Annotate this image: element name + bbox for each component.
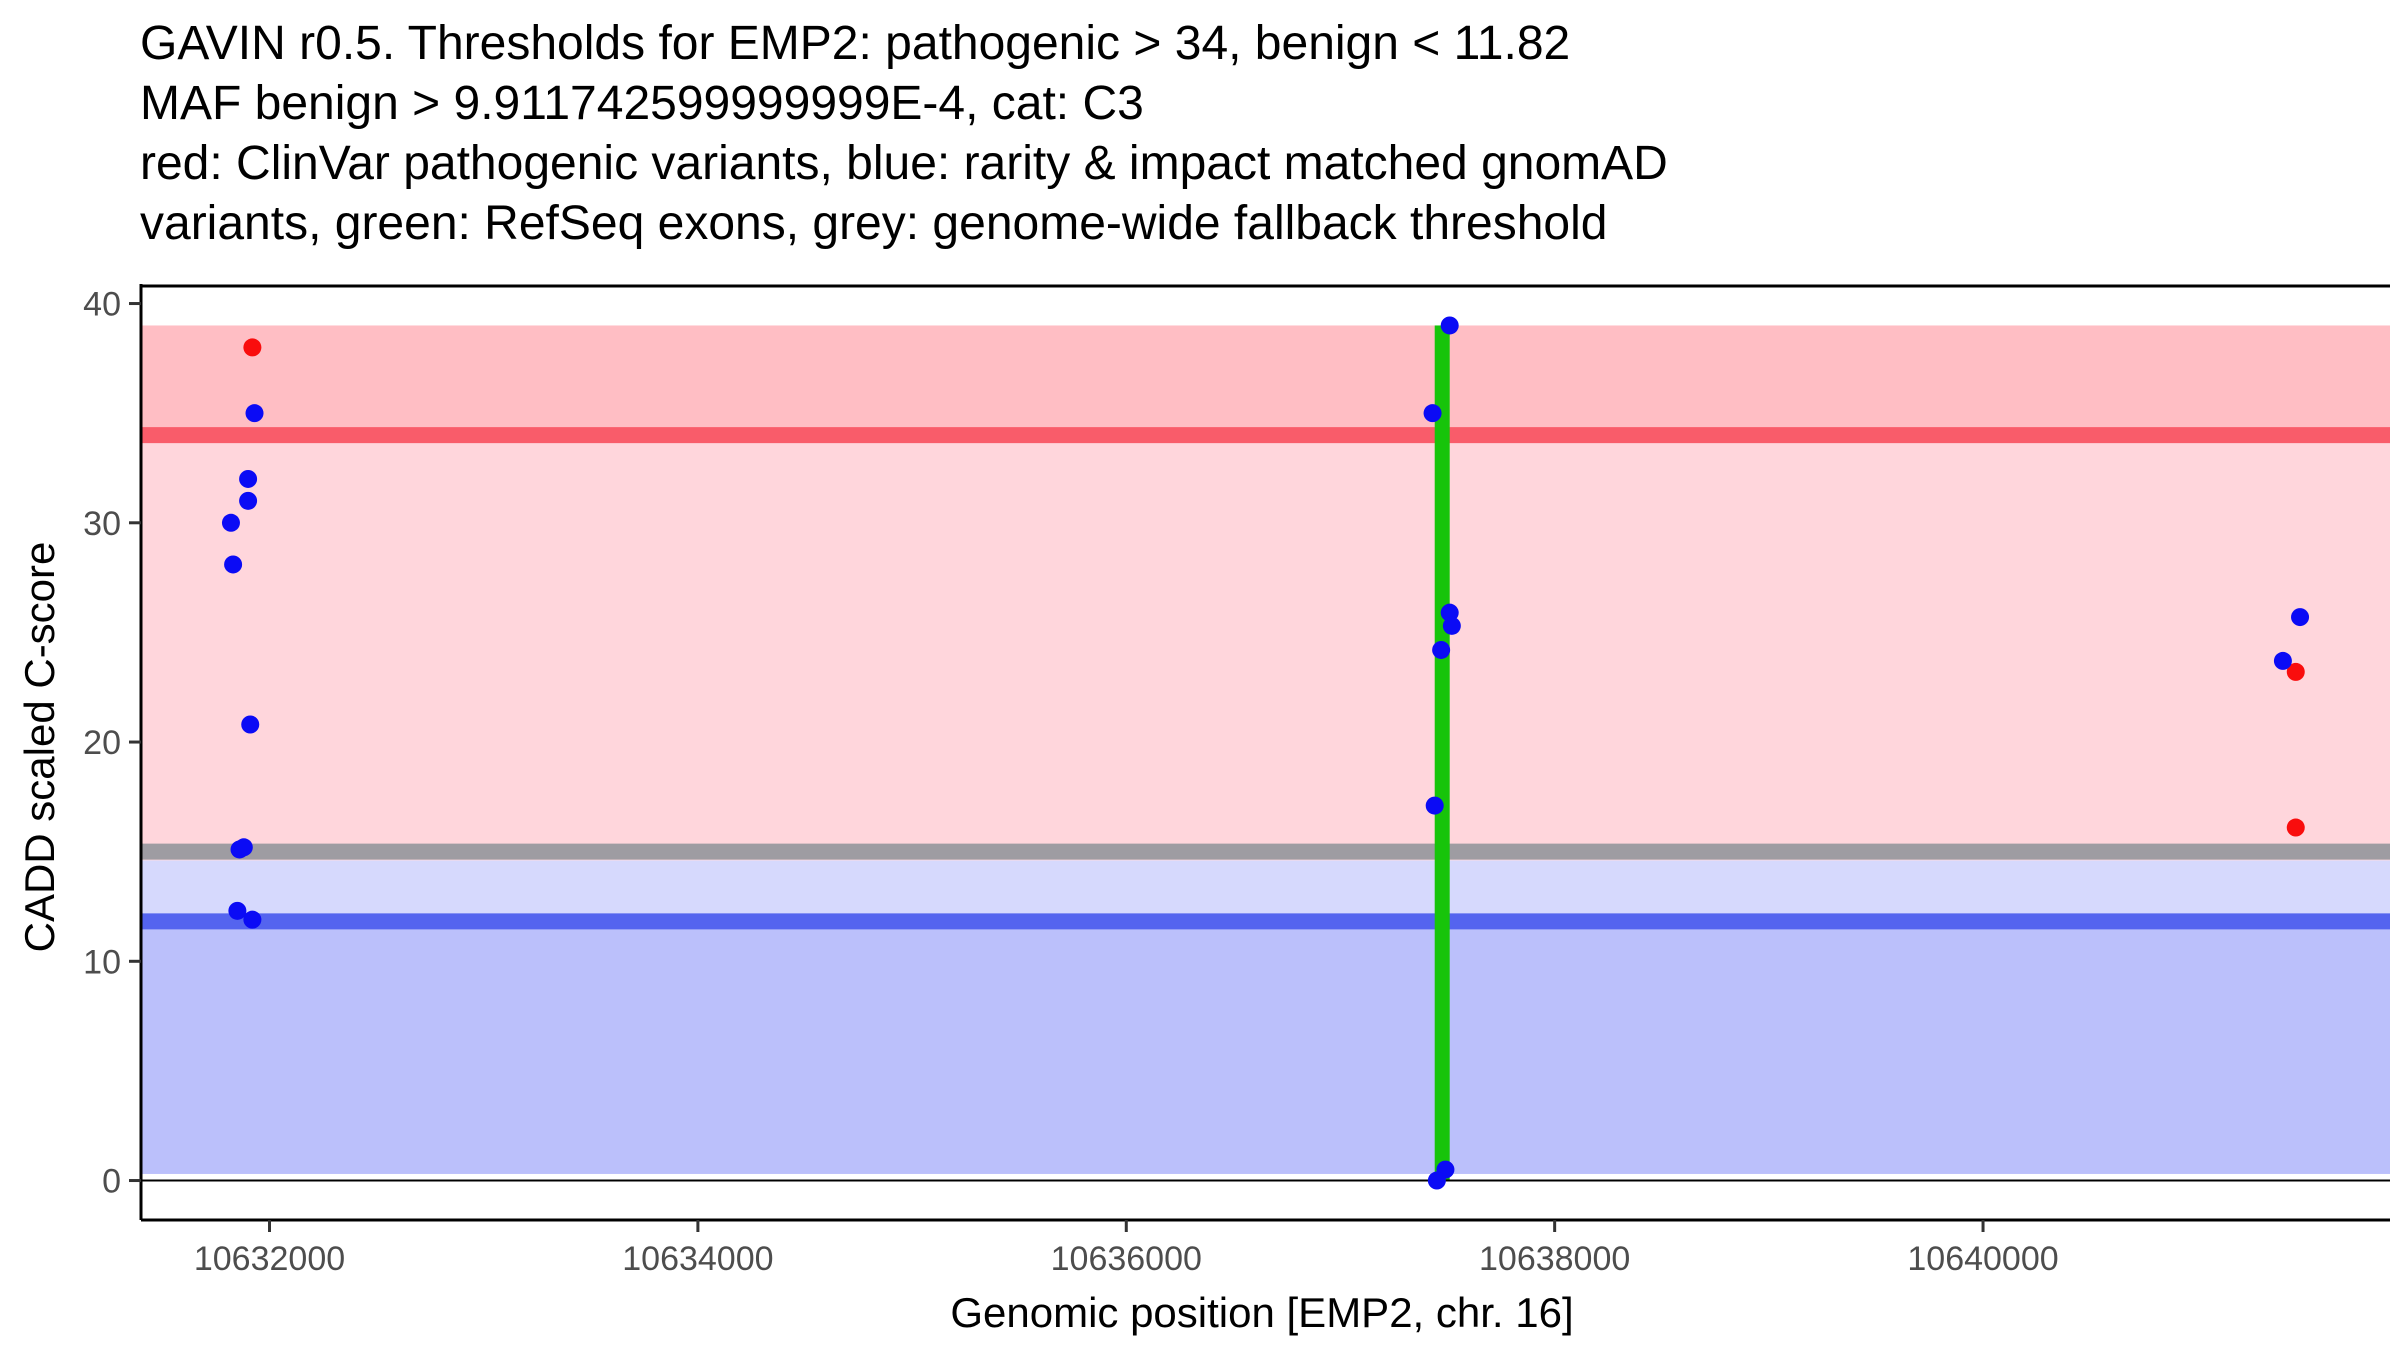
light-benign-band — [141, 860, 2390, 922]
title-line-4: variants, green: RefSeq exons, grey: gen… — [140, 197, 1608, 250]
axes: 0 10 20 30 40 10632000 10634000 10636000 1063800… — [83, 284, 2390, 1278]
gnomad-variant-point — [224, 555, 243, 574]
refseq-exon — [1434, 325, 1450, 1181]
x-tick-label: 10636000 — [1051, 1240, 1202, 1278]
y-tick-label: 10 — [83, 943, 121, 981]
gnomad-variant-point — [243, 910, 262, 929]
gnomad-variant-point — [239, 491, 258, 510]
gnomad-variant-point — [2291, 608, 2310, 627]
y-tick-label: 40 — [83, 286, 121, 324]
x-tick-label: 10634000 — [622, 1240, 773, 1278]
clinvar-pathogenic-point — [243, 338, 262, 357]
gnomad-variant-point — [2273, 651, 2292, 670]
x-tick-label: 10640000 — [1907, 1240, 2058, 1278]
gnomad-variant-point — [1442, 616, 1461, 635]
title-line-1: GAVIN r0.5. Thresholds for EMP2: pathoge… — [140, 17, 1571, 70]
y-tick-label: 20 — [83, 724, 121, 762]
gnomad-variant-point — [234, 838, 253, 857]
gnomad-variant-point — [1432, 640, 1451, 659]
pathogenic-band — [141, 435, 2390, 861]
exon-bars — [1434, 325, 1450, 1181]
clinvar-pathogenic-point — [2286, 818, 2305, 837]
gnomad-variant-point — [1427, 1171, 1446, 1190]
title-line-2: MAF benign > 9.911742599999999E-4, cat: … — [140, 77, 1144, 130]
gnomad-variant-point — [1440, 316, 1459, 335]
gnomad-variant-point — [241, 715, 260, 734]
x-axis-label: Genomic position [EMP2, chr. 16] — [950, 1289, 1573, 1336]
y-axis-label: CADD scaled C-score — [16, 542, 63, 953]
clinvar-pathogenic-point — [2286, 662, 2305, 681]
y-tick-label: 30 — [83, 505, 121, 543]
x-tick-label: 10638000 — [1479, 1240, 1630, 1278]
chart-title: GAVIN r0.5. Thresholds for EMP2: pathoge… — [140, 14, 2380, 254]
benign-band — [141, 921, 2390, 1174]
gnomad-variant-point — [1423, 404, 1442, 423]
gnomad-variant-point — [228, 901, 247, 920]
variant-points — [221, 316, 2310, 1190]
y-tick-label: 0 — [102, 1163, 121, 1201]
x-tick-label: 10632000 — [194, 1240, 345, 1278]
threshold-bands — [141, 325, 2390, 1174]
title-line-3: red: ClinVar pathogenic variants, blue: … — [140, 137, 1668, 190]
gnomad-variant-point — [1425, 796, 1444, 815]
gnomad-variant-point — [245, 404, 264, 423]
strong-pathogenic-band — [141, 325, 2390, 436]
gnomad-variant-point — [221, 513, 240, 532]
threshold-lines — [141, 427, 2390, 930]
gnomad-variant-point — [239, 469, 258, 488]
